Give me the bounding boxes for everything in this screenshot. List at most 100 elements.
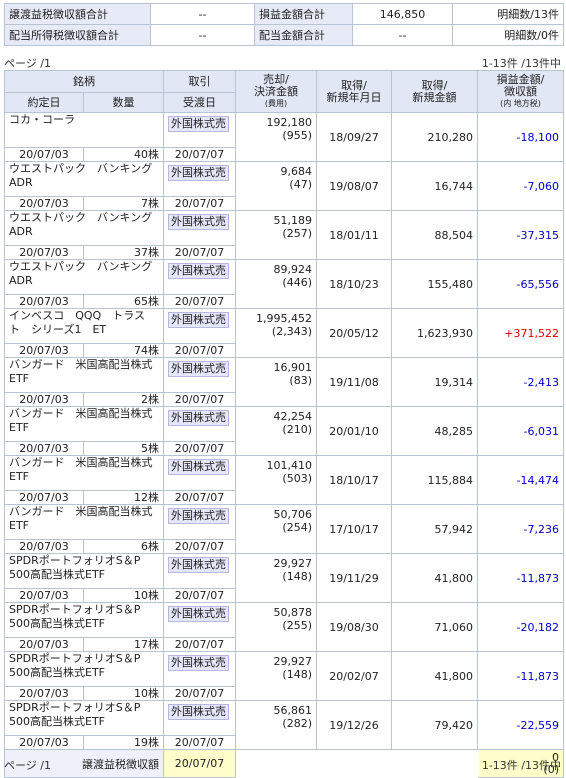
sell-fee: (955) [282,129,312,142]
sell-amount: 29,927 [273,557,313,570]
security-name[interactable]: インベスコ QQQ トラスト シリーズ1 ET [4,308,164,344]
footer-row: 譲渡益税徴収額 20/07/07 0 (0) [4,749,564,778]
security-name[interactable]: SPDRポートフォリオS＆P 500高配当株式ETF [4,602,164,638]
security-name-line2: ETF [9,519,29,532]
security-name[interactable]: ウエストパック バンキング ADR [4,161,164,197]
security-name-line1: バンガード 米国高配当株式 [9,407,153,421]
table-row: バンガード 米国高配当株式 ETF 外国株式売 101,410 (503) 18/10/1… [4,455,564,505]
header-line: 取得/ [421,78,448,92]
contract-date: 20/07/03 [4,588,84,603]
sell-fee: (2,343) [271,325,312,338]
sell-amount: 16,901 [273,361,313,374]
security-name[interactable]: バンガード 米国高配当株式 ETF [4,504,164,540]
contract-date: 20/07/03 [4,147,84,162]
sell-amount-cell: 192,180 (955) [235,112,317,162]
table-row-sub: 20/07/03 40株 20/07/07 [4,147,564,162]
table-row: SPDRポートフォリオS＆P 500高配当株式ETF 外国株式売 29,927 (148… [4,553,564,603]
header-row: 銘柄 取引 売却/ 決済金額 (費用) 取得/ 新規年月日 取得/ 新規金額 損… [4,70,564,113]
settle-date: 20/07/07 [163,245,236,260]
quantity: 10株 [83,686,164,701]
table-row-sub: 20/07/03 65株 20/07/07 [4,294,564,309]
security-name[interactable]: ウエストパック バンキング ADR [4,210,164,246]
footer-label: 譲渡益税徴収額 [4,749,164,778]
security-name[interactable]: バンガード 米国高配当株式 ETF [4,357,164,393]
acquisition-date: 17/10/17 [316,504,392,554]
trade-type: 外国株式売 [168,655,229,671]
sell-amount: 50,878 [273,606,313,619]
contract-date: 20/07/03 [4,294,84,309]
header-line: 損益金額/ [496,72,545,86]
trade-type-cell: 外国株式売 [163,406,236,442]
header-line: (費用) [264,98,288,108]
header-line: 売却/ [263,72,289,86]
table-row: ウエストパック バンキング ADR 外国株式売 89,924 (446) 18/10/23… [4,259,564,309]
trade-type-cell: 外国株式売 [163,700,236,736]
summary-label: 譲渡益税徴収額合計 [4,3,151,25]
security-name-line1: SPDRポートフォリオS＆P [9,603,141,617]
profit-loss: -11,873 [477,553,564,603]
security-name[interactable]: SPDRポートフォリオS＆P 500高配当株式ETF [4,700,164,736]
table-row-sub: 20/07/03 5株 20/07/07 [4,441,564,456]
trade-type-cell: 外国株式売 [163,602,236,638]
sell-amount-cell: 29,927 (148) [235,651,317,701]
sell-amount-cell: 29,927 (148) [235,553,317,603]
security-name-line2 [9,127,159,141]
acquisition-date: 19/08/30 [316,602,392,652]
sell-amount: 101,410 [266,459,313,472]
trade-type: 外国株式売 [168,312,229,328]
table-row: バンガード 米国高配当株式 ETF 外国株式売 42,254 (210) 20/01/10… [4,406,564,456]
profit-loss: -18,100 [477,112,564,162]
sell-amount: 51,189 [273,214,313,227]
page-indicator: ページ /1 [4,759,51,772]
table-row-sub: 20/07/03 2株 20/07/07 [4,392,564,407]
security-name[interactable]: バンガード 米国高配当株式 ETF [4,406,164,442]
quantity: 17株 [83,637,164,652]
acquisition-date: 20/05/12 [316,308,392,358]
security-name-line1: バンガード 米国高配当株式 [9,358,153,372]
acquisition-date: 18/10/23 [316,259,392,309]
sell-amount-cell: 89,924 (446) [235,259,317,309]
profit-loss: -6,031 [477,406,564,456]
acquisition-amount: 79,420 [391,700,478,750]
security-name[interactable]: SPDRポートフォリオS＆P 500高配当株式ETF [4,651,164,687]
security-name-line2: ト シリーズ1 ET [9,323,107,336]
col-header-quantity: 数量 [83,92,164,113]
profit-loss: -7,236 [477,504,564,554]
summary-value: -- [150,24,255,46]
pager-bottom: ページ /1 1-13件 /13件中 [4,757,563,772]
footer-spacer [235,749,478,778]
summary-value: -- [352,24,453,46]
sell-amount: 9,684 [280,165,313,178]
sell-amount-cell: 16,901 (83) [235,357,317,407]
summary-label: 損益金額合計 [254,3,353,25]
summary-value: 146,850 [352,3,453,25]
security-name[interactable]: ウエストパック バンキング ADR [4,259,164,295]
security-name-line2: ETF [9,470,29,483]
acquisition-amount: 210,280 [391,112,478,162]
security-name-line2: 500高配当株式ETF [9,715,105,728]
col-header-name: 銘柄 [4,70,164,93]
header-line: 決済金額 [254,84,298,98]
table-row: バンガード 米国高配当株式 ETF 外国株式売 50,706 (254) 17/10/17… [4,504,564,554]
settle-date: 20/07/07 [163,588,236,603]
security-name-line2: ETF [9,421,29,434]
pager-top: ページ /1 1-13件 /13件中 [4,55,563,70]
security-name[interactable]: SPDRポートフォリオS＆P 500高配当株式ETF [4,553,164,589]
security-name[interactable]: コカ・コーラ [4,112,164,148]
security-name[interactable]: バンガード 米国高配当株式 ETF [4,455,164,491]
sell-amount: 1,995,452 [256,312,312,325]
trade-type: 外国株式売 [168,214,229,230]
settle-date: 20/07/07 [163,441,236,456]
sell-amount: 42,254 [273,410,313,423]
col-header-acq-amount: 取得/ 新規金額 [391,70,478,113]
table-row-sub: 20/07/03 10株 20/07/07 [4,588,564,603]
settle-date: 20/07/07 [163,294,236,309]
security-name-line2: 500高配当株式ETF [9,617,105,630]
trade-type-cell: 外国株式売 [163,112,236,148]
sell-amount: 89,924 [273,263,313,276]
acquisition-amount: 19,314 [391,357,478,407]
quantity: 2株 [83,392,164,407]
table-row-sub: 20/07/03 7株 20/07/07 [4,196,564,211]
trade-type: 外国株式売 [168,165,229,181]
acquisition-amount: 57,942 [391,504,478,554]
